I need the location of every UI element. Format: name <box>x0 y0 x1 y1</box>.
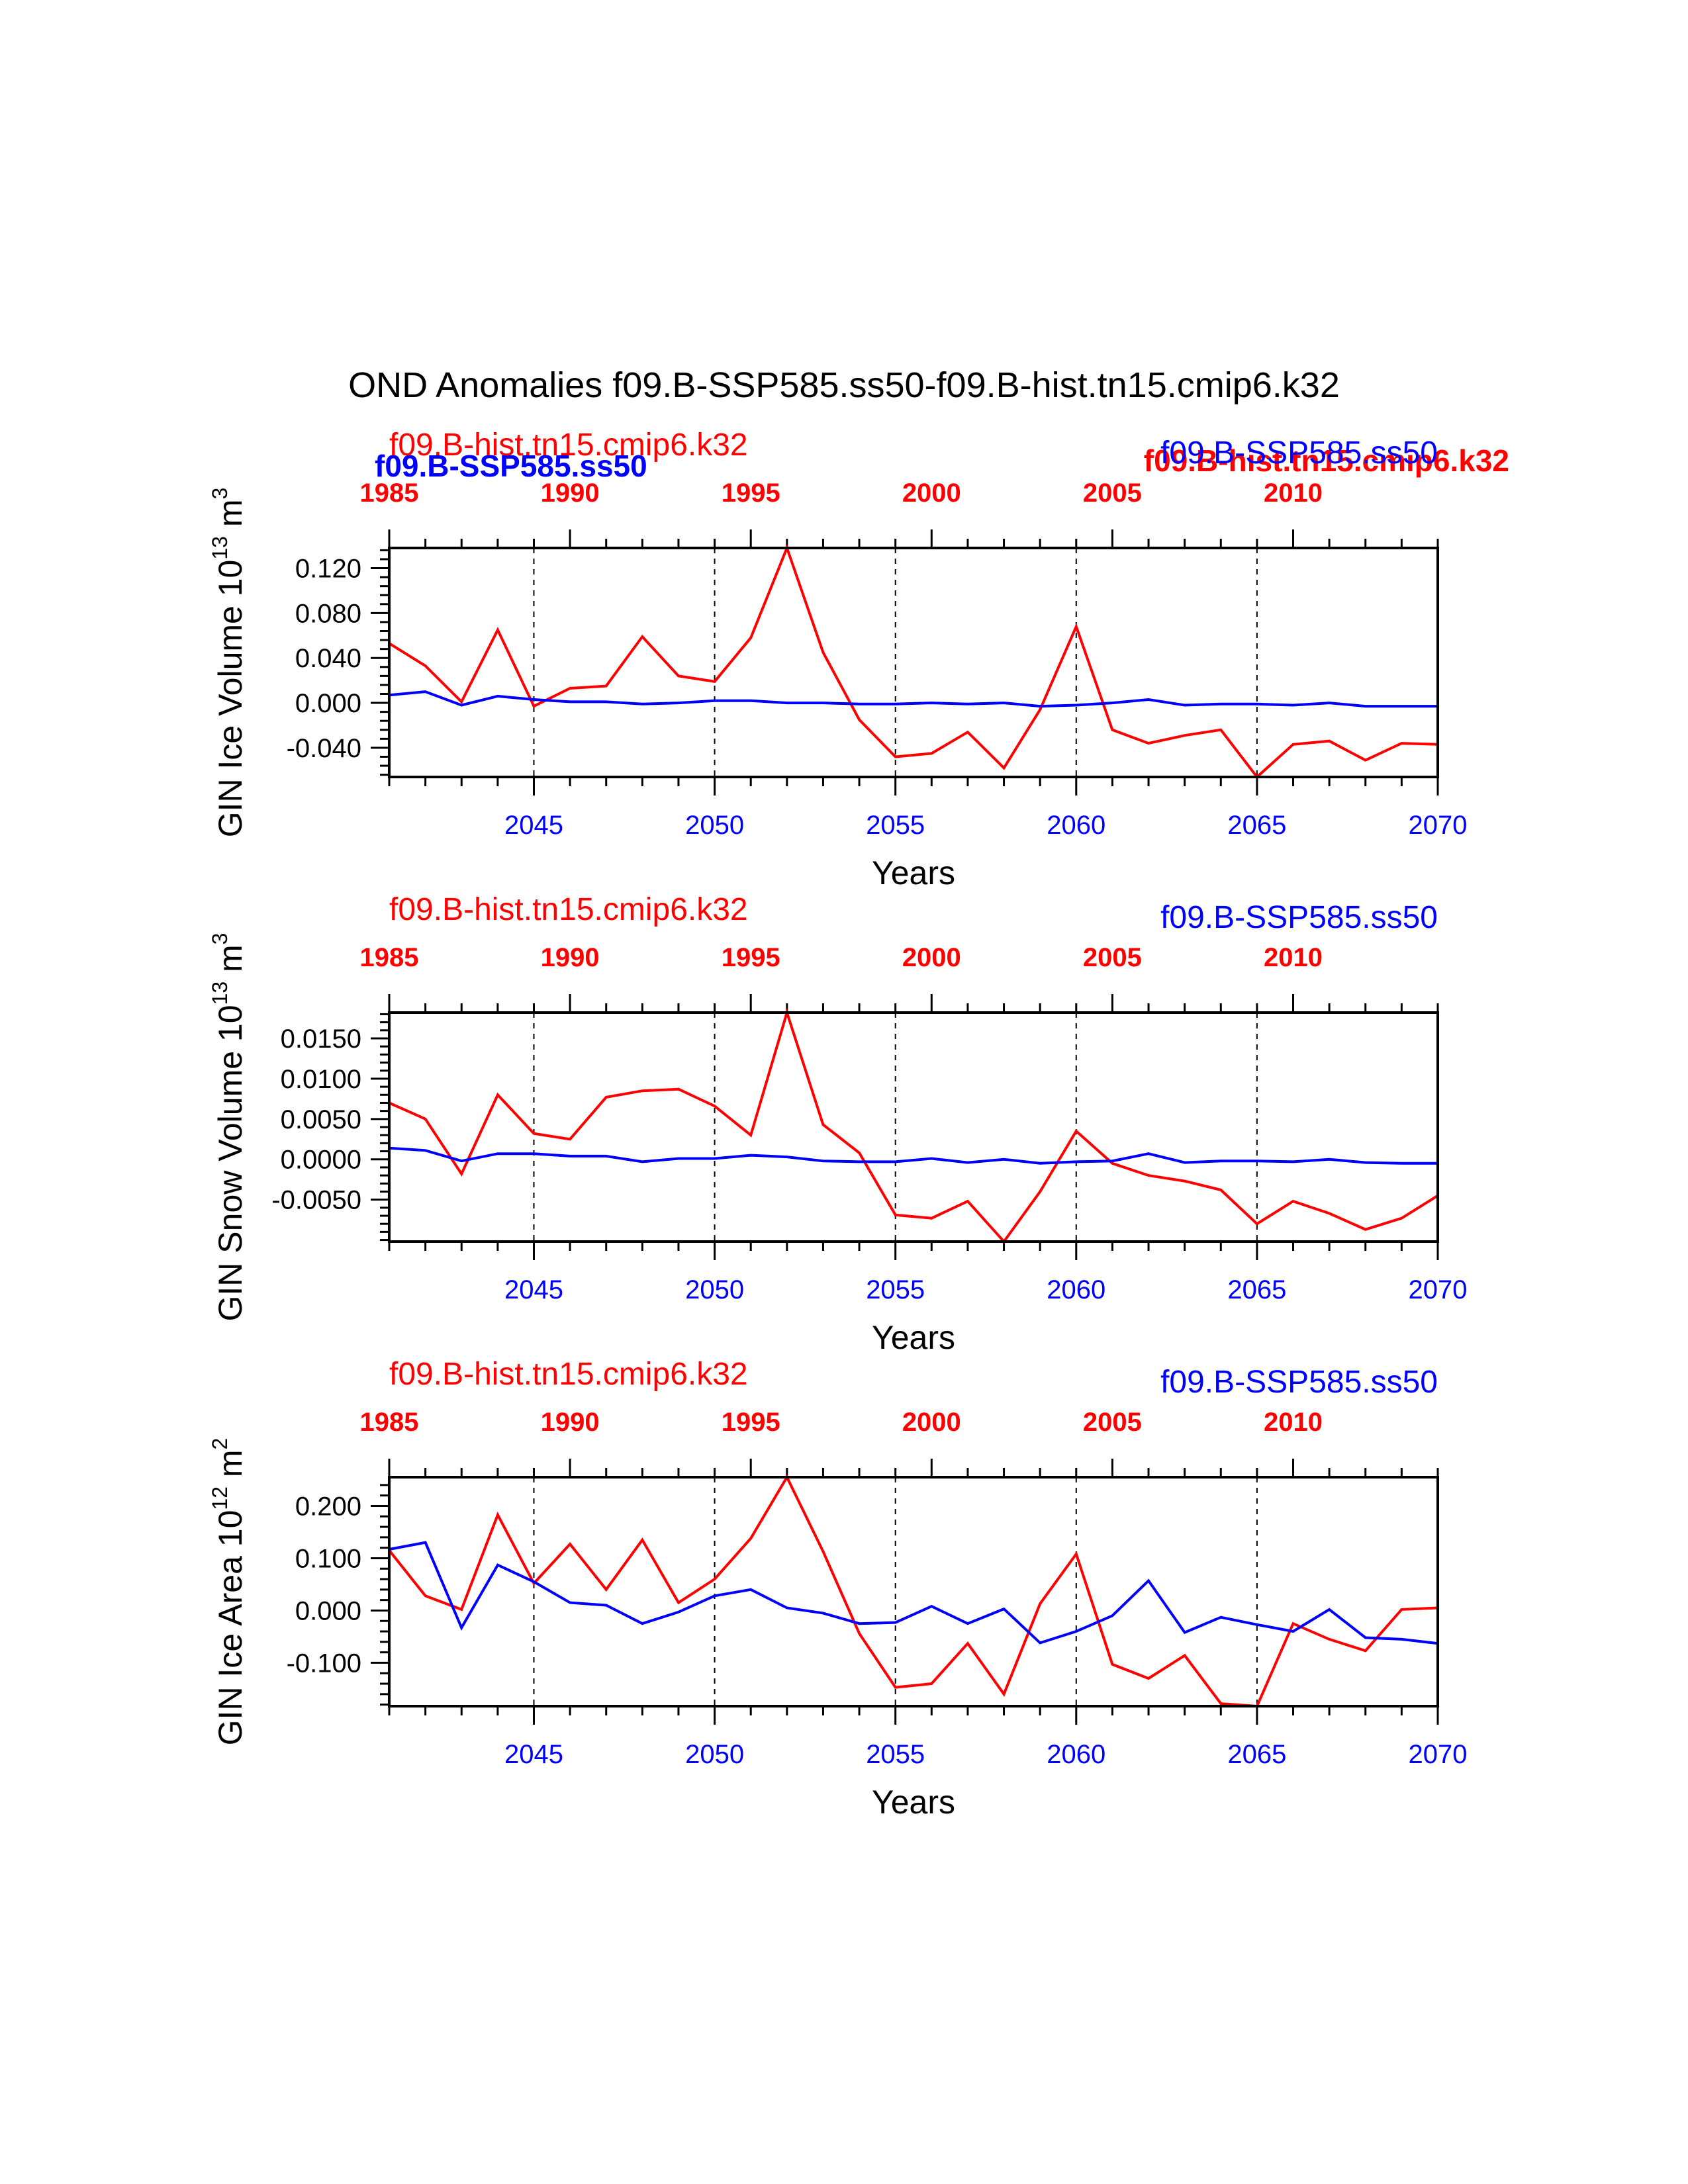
x-bottom-tick-label: 2045 <box>504 1740 563 1769</box>
x-bottom-tick-label: 2065 <box>1227 811 1286 840</box>
x-bottom-tick-label: 2060 <box>1047 1740 1105 1769</box>
overlap-label-hist-bold: f09.B-hist.tn15.cmip6.k32 <box>1144 443 1509 478</box>
x-top-tick-label: 2005 <box>1083 943 1142 972</box>
x-top-tick-label: 1990 <box>541 478 600 508</box>
x-top-tick-label: 2010 <box>1264 1408 1323 1437</box>
x-bottom-tick-label: 2050 <box>685 1740 744 1769</box>
y-axis-title: GIN Ice Area 1012 m2 <box>208 1438 249 1746</box>
chart-panel-3: -0.100 0.000 0.100 0.200 2045 2050 2055 2060 206… <box>208 1357 1467 1821</box>
x-bottom-tick-label: 2055 <box>866 811 925 840</box>
y-tick-label: -0.040 <box>287 734 361 763</box>
x-top-tick-label: 2005 <box>1083 478 1142 508</box>
y-tick-label: 0.000 <box>295 1596 361 1625</box>
y-axis-title-text: GIN Snow Volume 10 <box>212 1005 249 1321</box>
series-line-hist <box>389 1008 1439 1244</box>
x-top-tick-label: 1995 <box>722 1408 780 1437</box>
plot-frame <box>388 1476 1439 1707</box>
y-axis-title-exponent: 12 <box>208 1486 232 1510</box>
x-bottom-tick-label: 2055 <box>866 1275 925 1304</box>
series-line-ssp <box>389 1146 1438 1165</box>
y-axis-title-exponent: 13 <box>208 981 232 1005</box>
hist-case-label: f09.B-hist.tn15.cmip6.k32 <box>389 428 748 463</box>
y-axis-title-unit: m <box>212 944 249 981</box>
hist-case-label: f09.B-hist.tn15.cmip6.k32 <box>389 1357 748 1392</box>
series-line-ssp <box>389 1541 1438 1645</box>
y-axis-title-exponent: 13 <box>208 536 232 560</box>
figure-title: OND Anomalies f09.B-SSP585.ss50-f09.B-hi… <box>348 365 1340 405</box>
y-axis-title-unit: m <box>212 500 249 537</box>
y-tick-label: 0.000 <box>295 689 361 718</box>
x-bottom-tick-label: 2050 <box>685 811 744 840</box>
x-top-tick-label: 2010 <box>1264 943 1323 972</box>
series-line-hist <box>388 1474 1438 1708</box>
series-line-hist <box>388 544 1438 779</box>
plot-frame <box>388 1011 1439 1243</box>
y-axis-title-unit: m <box>212 1449 249 1486</box>
ssp-case-label: f09.B-SSP585.ss50 <box>1160 900 1438 935</box>
x-bottom-tick-label: 2060 <box>1047 811 1105 840</box>
x-top-tick-label: 1995 <box>722 478 780 508</box>
y-axis-title-unit-exponent: 3 <box>208 488 232 500</box>
x-top-tick-label: 2000 <box>902 943 961 972</box>
x-bottom-tick-label: 2060 <box>1047 1275 1105 1304</box>
y-axis-title-text: GIN Ice Area 10 <box>212 1510 249 1746</box>
x-axis-title: Years <box>872 1319 955 1356</box>
chart-panel-2: -0.0050 0.0000 0.0050 0.0100 0.0150 2045 2050 2… <box>208 892 1467 1356</box>
x-top-tick-label: 2000 <box>902 478 961 508</box>
x-axis-title: Years <box>872 1784 955 1821</box>
x-bottom-tick-label: 2045 <box>504 1275 563 1304</box>
y-tick-label: 0.120 <box>295 555 361 584</box>
x-bottom-tick-label: 2050 <box>685 1275 744 1304</box>
x-bottom-tick-label: 2045 <box>504 811 563 840</box>
x-top-tick-label: 2000 <box>902 1408 961 1437</box>
y-tick-label: 0.040 <box>295 644 361 673</box>
x-bottom-tick-label: 2055 <box>866 1740 925 1769</box>
y-tick-label: 0.100 <box>295 1544 361 1573</box>
x-top-tick-label: 1985 <box>360 943 419 972</box>
x-bottom-tick-label: 2070 <box>1409 811 1468 840</box>
y-axis-title: GIN Snow Volume 1013 m3 <box>208 933 249 1322</box>
series-line-ssp <box>389 690 1438 708</box>
x-bottom-tick-label: 2065 <box>1227 1740 1286 1769</box>
y-axis-title-unit-exponent: 3 <box>208 933 232 945</box>
plot-frame <box>388 547 1439 778</box>
y-tick-label: 0.080 <box>295 599 361 628</box>
y-tick-label: 0.0050 <box>281 1105 361 1134</box>
chart-panel-1: -0.040 0.000 0.040 0.080 0.120 2045 2050 2055 20… <box>208 428 1467 891</box>
y-tick-label: 0.0000 <box>281 1146 361 1175</box>
ssp-case-label: f09.B-SSP585.ss50 <box>1160 1365 1438 1400</box>
y-tick-label: 0.200 <box>295 1492 361 1521</box>
y-axis-title-text: GIN Ice Volume 10 <box>212 560 249 838</box>
ssp-case-label: f09.B-SSP585.ss50 <box>1160 435 1438 471</box>
hist-case-label: f09.B-hist.tn15.cmip6.k32 <box>389 892 748 927</box>
y-tick-label: -0.0050 <box>271 1186 361 1215</box>
y-tick-label: 0.0150 <box>281 1024 361 1054</box>
y-tick-label: 0.0100 <box>281 1065 361 1094</box>
y-tick-label: -0.100 <box>287 1649 361 1678</box>
x-top-tick-label: 1985 <box>360 1408 419 1437</box>
x-top-tick-label: 1985 <box>360 478 419 508</box>
x-top-tick-label: 2005 <box>1083 1408 1142 1437</box>
x-top-tick-label: 1990 <box>541 1408 600 1437</box>
x-top-tick-label: 1990 <box>541 943 600 972</box>
x-top-tick-label: 1995 <box>722 943 780 972</box>
y-axis-title-unit-exponent: 2 <box>208 1438 232 1450</box>
overlap-label-ssp-bold: f09.B-SSP585.ss50 <box>375 449 647 483</box>
x-axis-title: Years <box>872 854 955 891</box>
x-bottom-tick-label: 2070 <box>1409 1740 1468 1769</box>
x-top-tick-label: 2010 <box>1264 478 1323 508</box>
y-axis-title: GIN Ice Volume 1013 m3 <box>208 488 249 838</box>
x-bottom-tick-label: 2065 <box>1227 1275 1286 1304</box>
x-bottom-tick-label: 2070 <box>1409 1275 1468 1304</box>
